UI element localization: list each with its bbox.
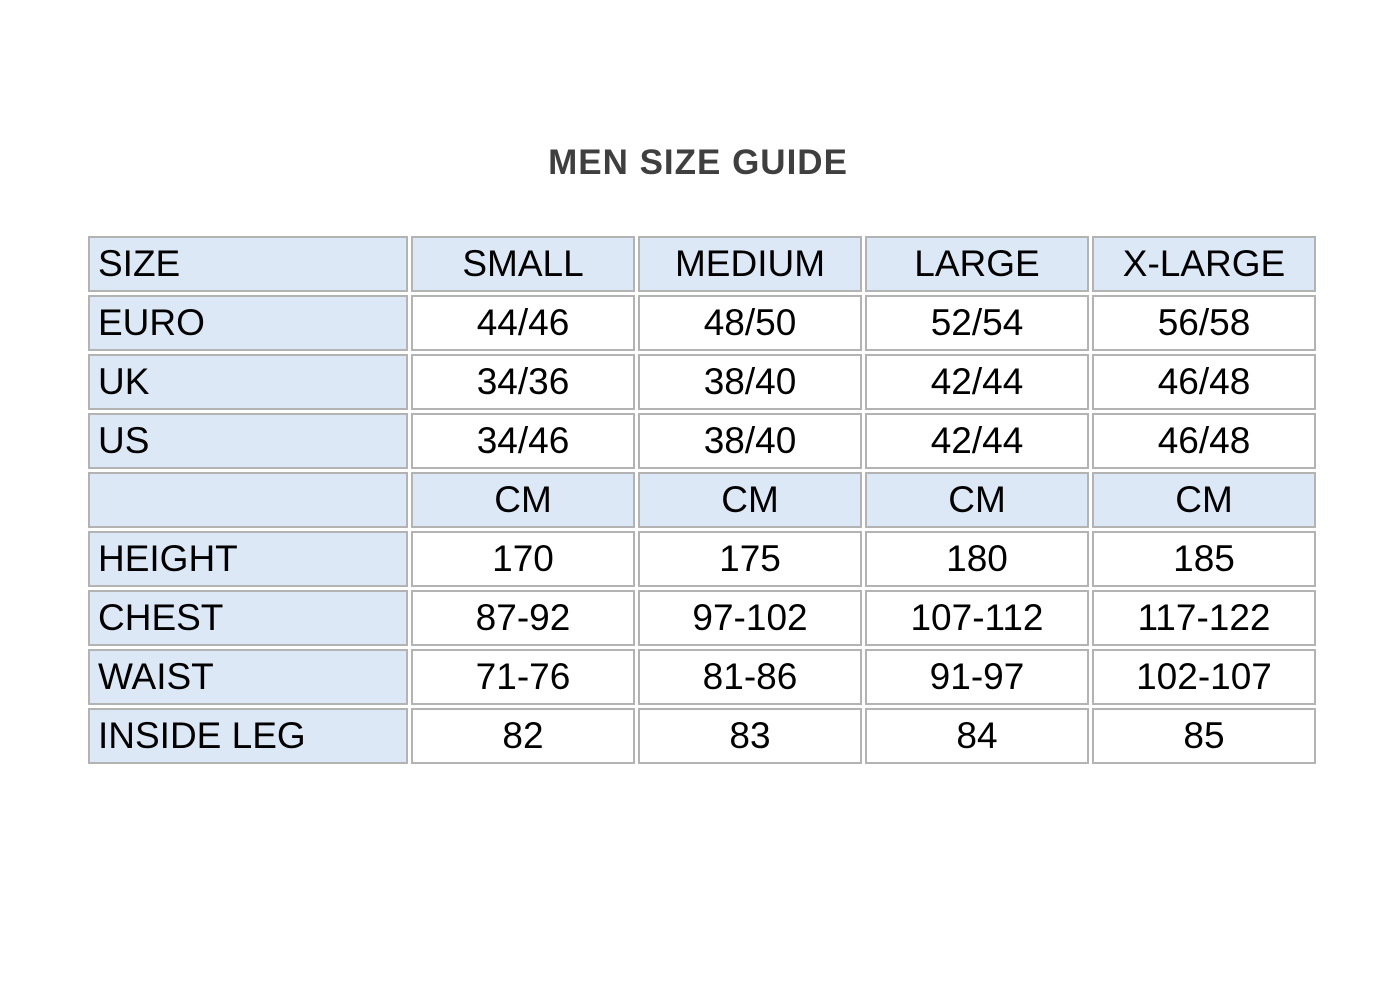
table-value-cell: 175 xyxy=(638,531,862,587)
column-header-cell: LARGE xyxy=(865,236,1089,292)
table-value-cell: 34/36 xyxy=(411,354,635,410)
table-value-cell: 46/48 xyxy=(1092,413,1316,469)
table-value-cell: CM xyxy=(638,472,862,528)
table-value-cell: 87-92 xyxy=(411,590,635,646)
table-row: WAIST 71-76 81-86 91-97 102-107 xyxy=(88,649,1316,705)
column-header-cell: SMALL xyxy=(411,236,635,292)
row-label-cell: US xyxy=(88,413,408,469)
table-value-cell: 52/54 xyxy=(865,295,1089,351)
row-label-cell: WAIST xyxy=(88,649,408,705)
table-value-cell: 81-86 xyxy=(638,649,862,705)
row-label-cell: INSIDE LEG xyxy=(88,708,408,764)
table-value-cell: 38/40 xyxy=(638,354,862,410)
table-value-cell: 34/46 xyxy=(411,413,635,469)
table-value-cell: CM xyxy=(1092,472,1316,528)
table-value-cell: 102-107 xyxy=(1092,649,1316,705)
table-value-cell: 84 xyxy=(865,708,1089,764)
table-value-cell: 83 xyxy=(638,708,862,764)
column-header-cell: MEDIUM xyxy=(638,236,862,292)
table-header-row: SIZE SMALL MEDIUM LARGE X-LARGE xyxy=(88,236,1316,292)
table-value-cell: 170 xyxy=(411,531,635,587)
table-value-cell: 71-76 xyxy=(411,649,635,705)
table-value-cell: 91-97 xyxy=(865,649,1089,705)
page-title: MEN SIZE GUIDE xyxy=(548,143,848,182)
table-row: CM CM CM CM xyxy=(88,472,1316,528)
table-row: INSIDE LEG 82 83 84 85 xyxy=(88,708,1316,764)
column-header-cell: SIZE xyxy=(88,236,408,292)
table-value-cell: 56/58 xyxy=(1092,295,1316,351)
row-label-cell: UK xyxy=(88,354,408,410)
size-guide-table: SIZE SMALL MEDIUM LARGE X-LARGE EURO 44/46 48/… xyxy=(85,233,1319,767)
table-value-cell: 185 xyxy=(1092,531,1316,587)
table-row: HEIGHT 170 175 180 185 xyxy=(88,531,1316,587)
row-label-cell: CHEST xyxy=(88,590,408,646)
table-value-cell: 117-122 xyxy=(1092,590,1316,646)
row-label-cell xyxy=(88,472,408,528)
table-value-cell: 48/50 xyxy=(638,295,862,351)
table-row: EURO 44/46 48/50 52/54 56/58 xyxy=(88,295,1316,351)
table-value-cell: 42/44 xyxy=(865,413,1089,469)
row-label-cell: EURO xyxy=(88,295,408,351)
table-value-cell: CM xyxy=(411,472,635,528)
row-label-cell: HEIGHT xyxy=(88,531,408,587)
table-value-cell: 44/46 xyxy=(411,295,635,351)
table-value-cell: 97-102 xyxy=(638,590,862,646)
table-value-cell: 180 xyxy=(865,531,1089,587)
table-value-cell: 107-112 xyxy=(865,590,1089,646)
table-value-cell: 82 xyxy=(411,708,635,764)
table-value-cell: 38/40 xyxy=(638,413,862,469)
table-value-cell: 85 xyxy=(1092,708,1316,764)
table-value-cell: 46/48 xyxy=(1092,354,1316,410)
table-value-cell: CM xyxy=(865,472,1089,528)
column-header-cell: X-LARGE xyxy=(1092,236,1316,292)
table-row: CHEST 87-92 97-102 107-112 117-122 xyxy=(88,590,1316,646)
table-value-cell: 42/44 xyxy=(865,354,1089,410)
table-row: US 34/46 38/40 42/44 46/48 xyxy=(88,413,1316,469)
table-row: UK 34/36 38/40 42/44 46/48 xyxy=(88,354,1316,410)
